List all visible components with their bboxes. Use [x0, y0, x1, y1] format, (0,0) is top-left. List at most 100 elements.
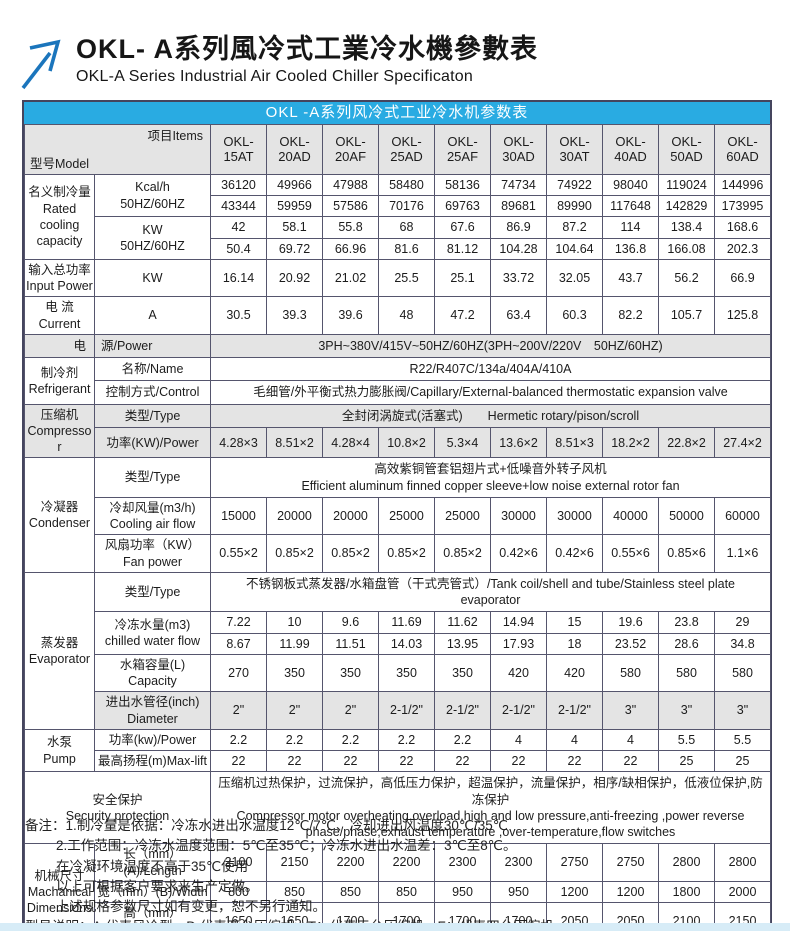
value-cell: 2.2	[266, 728, 323, 752]
value-cell: 136.8	[602, 237, 659, 260]
value-cell: 2800	[658, 843, 715, 882]
value-cell: 580	[658, 653, 715, 693]
value-cell: 580	[714, 653, 771, 693]
section-label-cell: 安全保护 Security protection	[24, 771, 211, 845]
value-cell: 48	[378, 296, 435, 335]
table-row: 机械尺寸 Machanical Dimensions 长（mm）(A)/Lengt…	[24, 843, 771, 931]
value-cell: 2"	[210, 691, 267, 730]
value-cell: 168.6	[714, 216, 771, 239]
table-row: 43344 59959 57586 70176 69763 89681 89990 11764…	[25, 194, 771, 218]
table-row: 制冷剂 Refrigerant 名称/Name R22/R407C/134a/404…	[24, 356, 771, 405]
item-label-cell: 冷冻水量(m3) chilled water flow	[94, 611, 211, 655]
item-label-cell: 水箱容量(L) Capacity	[94, 653, 211, 693]
value-cell: 27.4×2	[714, 427, 771, 459]
value-cell: 0.85×2	[322, 534, 379, 573]
value-cell: 270	[210, 653, 267, 693]
table-caption: OKL -A系列风冷式工业冷水机参数表	[24, 102, 770, 124]
item-label-cell: 最高扬程(m)Max-lift	[94, 749, 211, 773]
value-cell: 18	[546, 632, 603, 655]
item-label-cell: 功率(KW)/Power	[94, 427, 211, 459]
model-header-cell: OKL- 25AF	[434, 124, 491, 175]
table-row: 输入总功率 Input Power KW 16.14 20.92 21.02 25.5 25…	[24, 258, 771, 298]
value-cell: 350	[322, 653, 379, 693]
item-label-cell: 类型/Type	[94, 457, 211, 498]
value-cell: 55.8	[322, 216, 379, 239]
value-cell: 950	[434, 880, 491, 904]
item-label-cell: KW	[94, 258, 211, 298]
section-label-cell: 蒸发器 Evaporator	[24, 571, 95, 730]
table-row: 控制方式/Control 毛细管/外平衡式热力膨胀阀/Capillary/Exte…	[25, 380, 771, 405]
value-cell: 25000	[434, 496, 491, 536]
value-cell: 22	[378, 749, 435, 773]
page-title: OKL- A系列風冷式工業冷水機參數表	[76, 34, 538, 64]
value-cell: 166.08	[658, 237, 715, 260]
value-cell: 13.6×2	[490, 427, 547, 459]
table-row: 名义制冷量 Rated cooling capacity Kcal/h 50HZ/…	[24, 173, 771, 260]
value-cell: 8.51×3	[546, 427, 603, 459]
value-cell: 22	[266, 749, 323, 773]
value-cell: 2-1/2"	[490, 691, 547, 730]
section-label-cell: 输入总功率 Input Power	[24, 258, 95, 298]
table-row: 宽（mm）(B)/Width 800 850 850 850 950 950 1200 1200…	[25, 880, 771, 904]
value-cell: 25000	[378, 496, 435, 536]
value-cell: 17.93	[490, 632, 547, 655]
table-row: 压缩机 Compressor 类型/Type 全封闭涡旋式(活塞式) Hermeti…	[24, 403, 771, 459]
table-row: 50.4 69.72 66.96 81.6 81.12 104.28 104.64 136.8…	[25, 237, 771, 260]
value-cell: 9.6	[322, 611, 379, 634]
value-cell: 104.28	[490, 237, 547, 260]
page-subtitle: OKL-A Series Industrial Air Cooled Chill…	[76, 68, 473, 86]
item-label-cell: Kcal/h 50HZ/60HZ	[94, 173, 211, 218]
value-cell: 68	[378, 216, 435, 239]
value-cell: 82.2	[602, 296, 659, 335]
corner-items-label: 项目Items	[147, 129, 203, 143]
value-cell: 18.2×2	[602, 427, 659, 459]
value-cell: 63.4	[490, 296, 547, 335]
page-header: OKL- A系列風冷式工業冷水機參數表 OKL-A Series Industr…	[16, 34, 538, 92]
title-block: OKL- A系列風冷式工業冷水機參數表 OKL-A Series Industr…	[76, 34, 538, 86]
value-cell: 2.2	[378, 728, 435, 752]
model-header-cell: OKL- 60AD	[714, 124, 771, 175]
corner-cell: 项目Items 型号Model	[24, 124, 211, 175]
table-row: 功率(KW)/Power 4.28×3 8.51×2 4.28×4 10.8×2 5.3×…	[25, 427, 771, 459]
note-line: 2.工作范围：冷冻水温度范围：5℃至35℃；冷冻水进出水温差：3℃至8℃。	[56, 838, 517, 854]
merged-value-cell: 不锈钢板式蒸发器/水箱盘管（干式壳管式）/Tank coil/shell and…	[210, 571, 771, 613]
model-header-cell: OKL- 30AD	[490, 124, 547, 175]
value-cell: 125.8	[714, 296, 771, 335]
arrow-up-right-icon	[21, 39, 61, 90]
value-cell: 3"	[658, 691, 715, 730]
value-cell: 25	[714, 749, 771, 773]
value-cell: 4	[602, 728, 659, 752]
value-cell: 16.14	[210, 258, 267, 298]
value-cell: 2100	[210, 843, 267, 882]
value-cell: 50.4	[210, 237, 267, 260]
value-cell: 4	[490, 728, 547, 752]
value-cell: 33.72	[490, 258, 547, 298]
value-cell: 350	[434, 653, 491, 693]
spec-table: 项目Items 型号Model OKL- 15AT OKL- 20AD OKL- 2…	[24, 124, 771, 931]
value-cell: 58480	[378, 173, 435, 197]
value-cell: 1200	[546, 880, 603, 904]
value-cell: 25	[658, 749, 715, 773]
value-cell: 30000	[546, 496, 603, 536]
value-cell: 138.4	[658, 216, 715, 239]
value-cell: 58.1	[266, 216, 323, 239]
value-cell: 15000	[210, 496, 267, 536]
model-header-cell: OKL- 20AF	[322, 124, 379, 175]
value-cell: 2.2	[322, 728, 379, 752]
value-cell: 40000	[602, 496, 659, 536]
value-cell: 173995	[714, 194, 771, 218]
merged-value-cell: 高效紫铜管套铝翅片式+低噪音外转子风机 Efficient aluminum f…	[210, 457, 771, 498]
value-cell: 2.2	[210, 728, 267, 752]
value-cell: 86.9	[490, 216, 547, 239]
value-cell: 0.42×6	[546, 534, 603, 573]
corner-model-label: 型号Model	[30, 156, 90, 171]
value-cell: 29	[714, 611, 771, 634]
value-cell: 0.85×2	[434, 534, 491, 573]
value-cell: 42	[210, 216, 267, 239]
merged-value-cell: R22/R407C/134a/404A/410A	[210, 356, 771, 382]
value-cell: 850	[378, 880, 435, 904]
item-label-cell: 控制方式/Control	[94, 380, 211, 405]
section-label-cell: 电	[24, 333, 95, 359]
value-cell: 22	[434, 749, 491, 773]
